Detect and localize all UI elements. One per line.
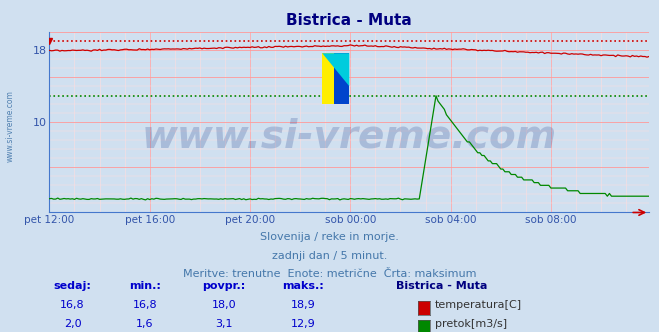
Bar [322,53,337,104]
Text: zadnji dan / 5 minut.: zadnji dan / 5 minut. [272,251,387,261]
Text: Slovenija / reke in morje.: Slovenija / reke in morje. [260,232,399,242]
Polygon shape [322,53,349,86]
Text: Meritve: trenutne  Enote: metrične  Črta: maksimum: Meritve: trenutne Enote: metrične Črta: … [183,269,476,279]
Bar [334,53,349,104]
Text: pretok[m3/s]: pretok[m3/s] [435,319,507,329]
Text: 18,9: 18,9 [291,300,316,310]
Text: 3,1: 3,1 [215,319,233,329]
Text: 2,0: 2,0 [64,319,81,329]
Text: temperatura[C]: temperatura[C] [435,300,522,310]
Text: www.si-vreme.com: www.si-vreme.com [5,90,14,162]
Text: 16,8: 16,8 [60,300,85,310]
Title: Bistrica - Muta: Bistrica - Muta [287,13,412,28]
Text: min.:: min.: [129,281,161,290]
Text: Bistrica - Muta: Bistrica - Muta [396,281,487,290]
Text: 16,8: 16,8 [132,300,158,310]
Text: 18,0: 18,0 [212,300,237,310]
Text: 12,9: 12,9 [291,319,316,329]
Text: 1,6: 1,6 [136,319,154,329]
Text: www.si-vreme.com: www.si-vreme.com [142,118,557,155]
Text: povpr.:: povpr.: [202,281,246,290]
Text: maks.:: maks.: [282,281,324,290]
Text: sedaj:: sedaj: [53,281,92,290]
